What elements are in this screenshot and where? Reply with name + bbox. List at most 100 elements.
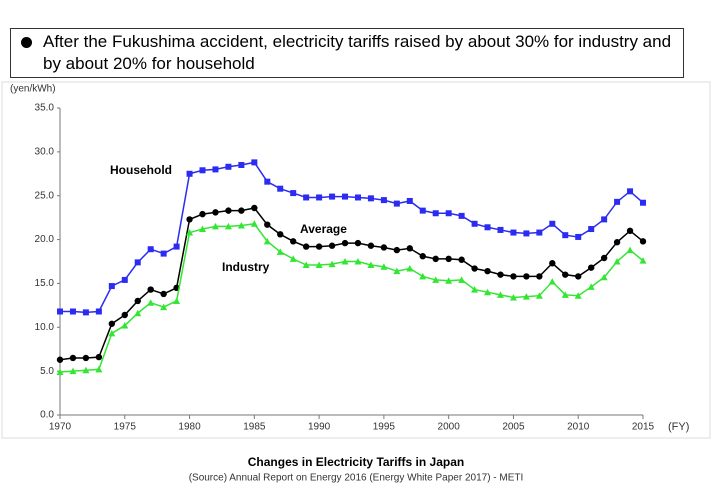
marker	[237, 222, 245, 229]
marker	[238, 207, 245, 214]
x-tick-label: 1985	[243, 422, 266, 433]
marker	[575, 273, 582, 280]
marker	[458, 276, 466, 283]
x-tick-label: 1995	[373, 422, 396, 433]
marker	[432, 210, 439, 217]
marker	[484, 288, 492, 296]
marker	[523, 230, 530, 237]
marker	[95, 365, 103, 373]
marker	[328, 242, 336, 249]
marker	[601, 216, 608, 223]
y-tick-label: 20.0	[35, 234, 55, 245]
marker	[575, 233, 582, 240]
marker	[536, 229, 543, 236]
marker	[108, 283, 115, 290]
marker	[497, 271, 504, 278]
marker	[445, 210, 452, 217]
marker	[134, 259, 141, 266]
marker	[341, 258, 349, 265]
marker	[290, 238, 297, 245]
marker	[587, 283, 595, 290]
marker	[186, 229, 194, 236]
chart-subtitle: (Source) Annual Report on Energy 2016 (E…	[189, 473, 524, 484]
marker	[276, 248, 284, 255]
marker	[419, 272, 427, 280]
marker	[574, 292, 582, 299]
x-tick-label: 2015	[632, 422, 655, 433]
marker	[134, 297, 141, 305]
marker	[56, 356, 64, 363]
marker	[354, 239, 362, 247]
marker	[160, 303, 168, 311]
marker	[82, 354, 90, 362]
series-line	[59, 207, 644, 361]
marker	[471, 286, 479, 293]
marker	[69, 354, 77, 362]
marker	[251, 159, 258, 166]
series-line	[59, 222, 644, 373]
marker	[393, 246, 401, 254]
series-line	[60, 161, 644, 314]
marker	[108, 320, 116, 327]
marker	[471, 220, 478, 227]
marker	[535, 292, 543, 299]
marker	[639, 238, 647, 245]
marker	[121, 311, 128, 319]
marker	[82, 309, 89, 316]
x-tick-label: 1970	[49, 422, 72, 433]
marker	[393, 200, 400, 207]
marker	[95, 308, 102, 315]
marker	[406, 265, 414, 272]
marker	[639, 257, 647, 264]
y-tick-label: 30.0	[35, 146, 55, 157]
marker	[302, 261, 310, 269]
marker	[69, 308, 76, 315]
marker	[549, 220, 556, 227]
y-tick-label: 25.0	[35, 190, 55, 201]
marker	[613, 239, 621, 246]
marker	[406, 245, 413, 252]
x-tick-label: 1980	[178, 422, 201, 433]
marker	[458, 212, 465, 219]
marker	[367, 261, 375, 269]
marker	[160, 290, 167, 298]
marker	[588, 226, 595, 233]
marker	[484, 224, 491, 231]
marker	[367, 242, 375, 249]
marker	[354, 194, 361, 201]
marker	[173, 297, 181, 304]
marker	[549, 260, 556, 267]
marker	[147, 299, 155, 306]
marker	[134, 309, 142, 317]
marker	[419, 207, 426, 214]
marker	[587, 264, 595, 271]
marker	[264, 221, 271, 228]
y-tick-label: 35.0	[35, 103, 55, 114]
marker	[121, 322, 129, 329]
marker	[393, 267, 401, 275]
marker	[627, 188, 634, 195]
series-label: Industry	[222, 260, 270, 274]
marker	[380, 263, 388, 270]
marker	[302, 243, 310, 250]
marker	[432, 255, 439, 263]
marker	[445, 255, 452, 263]
marker	[626, 246, 634, 254]
bullet	[21, 37, 32, 48]
marker	[354, 258, 362, 265]
marker	[510, 273, 517, 280]
marker	[328, 260, 336, 268]
marker	[315, 261, 323, 269]
marker	[238, 162, 245, 169]
marker	[342, 193, 349, 200]
marker	[69, 367, 77, 375]
x-tick-label: 1975	[114, 422, 137, 433]
marker	[186, 216, 193, 223]
x-axis-label: (FY)	[668, 421, 689, 433]
marker	[147, 246, 154, 253]
marker	[496, 291, 504, 298]
y-tick-label: 10.0	[35, 322, 55, 333]
marker	[406, 197, 413, 204]
marker	[432, 276, 440, 283]
marker	[160, 250, 167, 257]
